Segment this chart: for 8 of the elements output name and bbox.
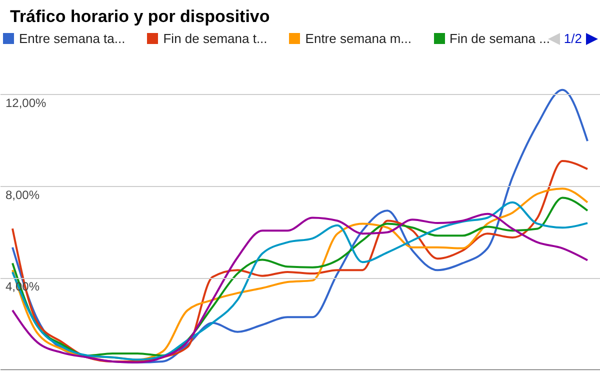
chart-title: Tráfico horario y por dispositivo bbox=[10, 7, 270, 27]
y-tick-label: 8,00% bbox=[6, 188, 40, 202]
y-tick-label: 12,00% bbox=[6, 96, 47, 110]
legend-label: Fin de semana t... bbox=[163, 31, 268, 46]
text: 1/2 bbox=[564, 31, 582, 46]
legend-label: Entre semana ta... bbox=[19, 31, 126, 46]
legend-label: Fin de semana ... bbox=[450, 31, 550, 46]
legend-label: Entre semana m... bbox=[305, 31, 412, 46]
